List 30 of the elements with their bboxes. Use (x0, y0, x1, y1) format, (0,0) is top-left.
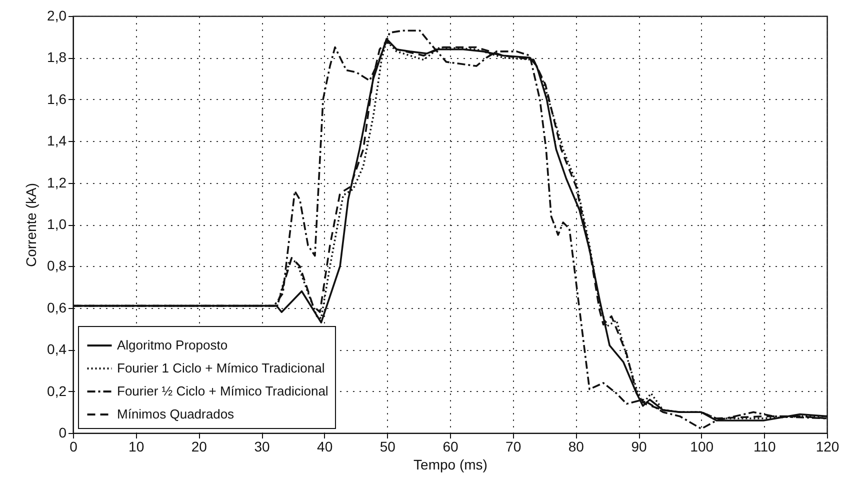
x-tick-label: 100 (690, 438, 714, 454)
x-tick-label: 60 (442, 438, 458, 454)
legend-label: Fourier ½ Ciclo + Mímico Tradicional (117, 384, 328, 398)
x-tick-label: 50 (380, 438, 396, 454)
y-tick-label: 2,0 (47, 8, 67, 24)
legend-label: Fourier 1 Ciclo + Mímico Tradicional (117, 360, 325, 376)
y-tick-label: 1,2 (47, 174, 67, 190)
y-tick-label: 0,6 (47, 299, 67, 316)
y-tick-label: 0 (58, 424, 67, 440)
x-tick-label: 80 (568, 438, 584, 454)
x-axis-title: Tempo (ms) (414, 456, 488, 472)
x-tick-label: 20 (191, 438, 208, 454)
legend-label: Algoritmo Proposto (117, 338, 228, 352)
x-tick-label: 0 (70, 438, 78, 454)
x-tick-label: 10 (128, 438, 144, 454)
y-tick-label: 1,0 (47, 216, 67, 232)
y-tick-label: 1,4 (47, 132, 67, 149)
x-tick-label: 30 (254, 438, 270, 454)
y-tick-label: 0,8 (47, 258, 67, 274)
y-tick-label: 0,2 (47, 382, 67, 399)
y-axis-title: Corrente (kA) (23, 182, 40, 268)
x-tick-label: 40 (317, 438, 333, 454)
x-tick-label: 70 (506, 438, 522, 454)
x-tick-label: 110 (754, 438, 776, 454)
y-tick-label: 1,8 (47, 49, 67, 66)
legend-label: Mínimos Quadrados (117, 406, 235, 422)
y-tick-label: 1,6 (47, 90, 67, 107)
x-tick-label: 90 (631, 438, 647, 454)
y-tick-label: 0,4 (47, 341, 67, 358)
x-tick-label: 120 (816, 438, 840, 454)
